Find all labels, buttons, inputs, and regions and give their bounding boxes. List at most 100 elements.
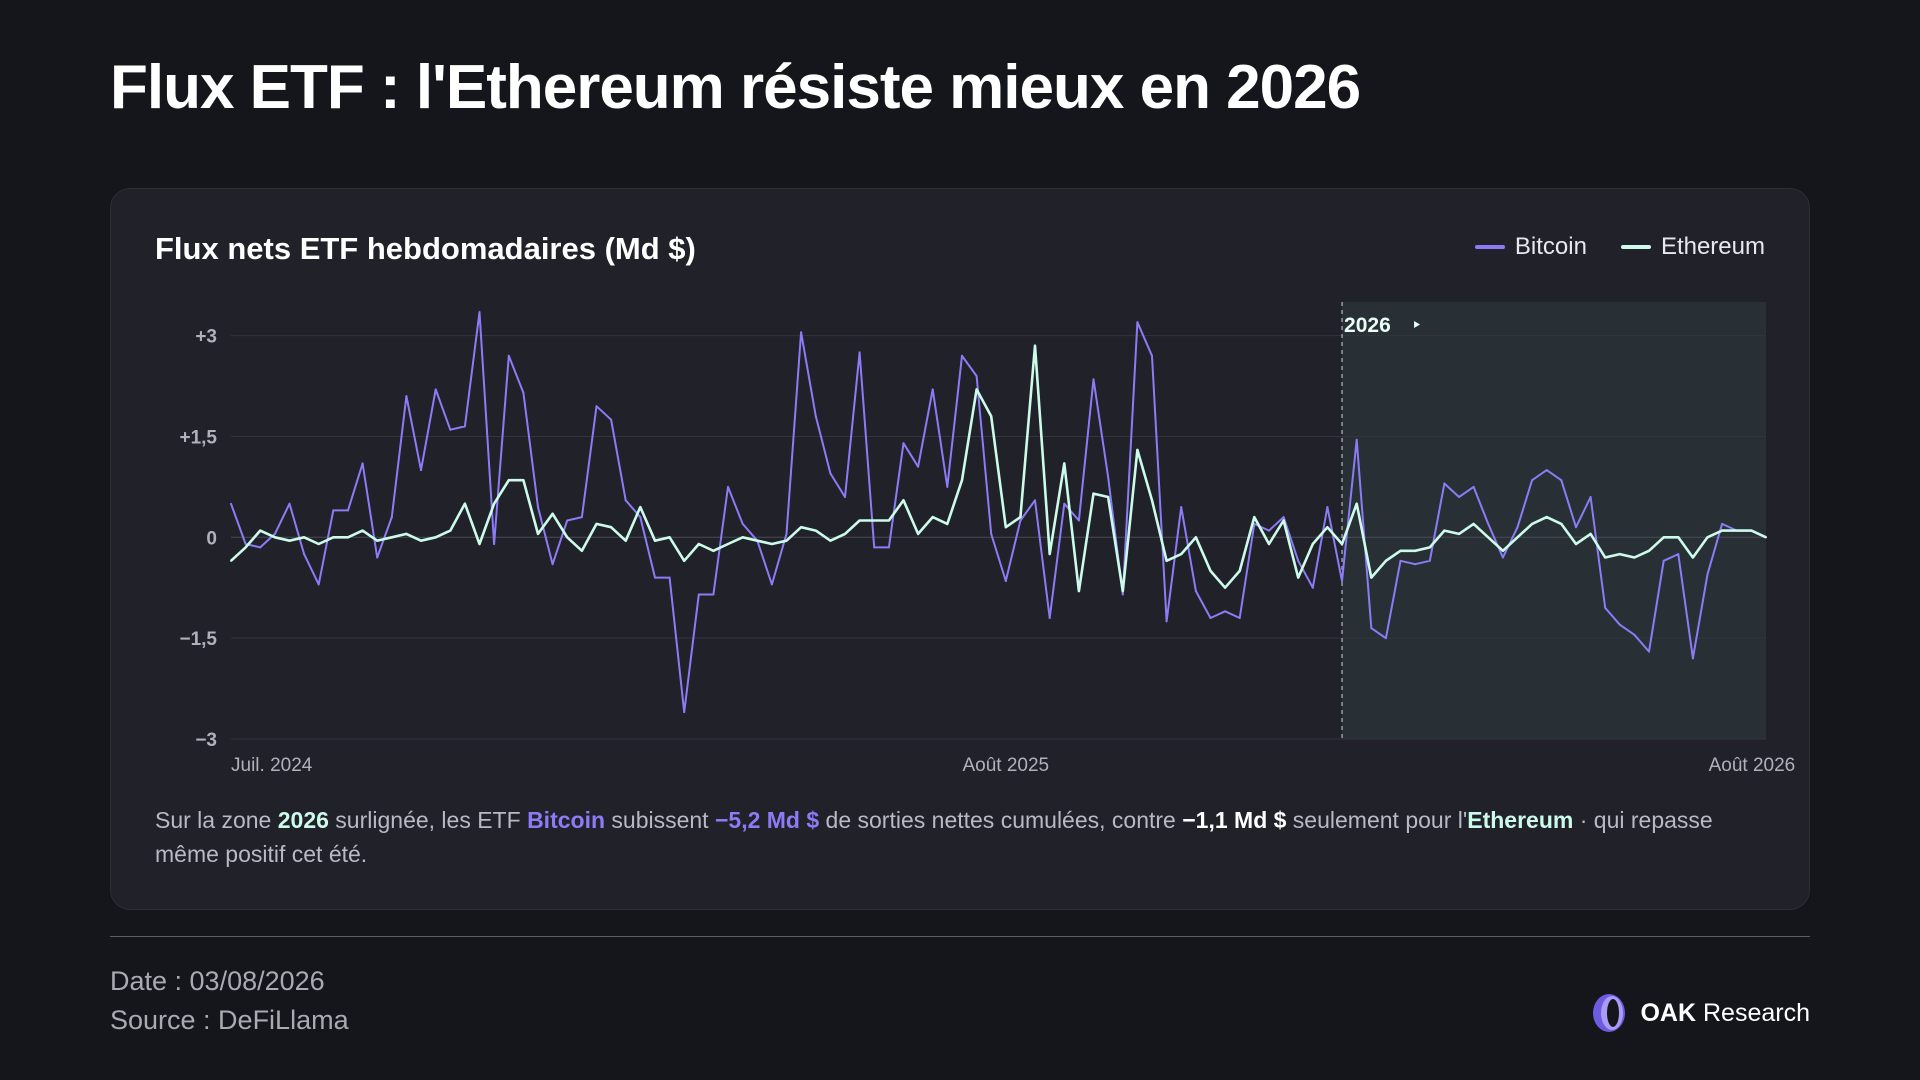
- chart-legend: Bitcoin Ethereum: [1474, 233, 1765, 261]
- data-point-ethereum: [1267, 543, 1270, 546]
- data-point-bitcoin: [1077, 519, 1080, 522]
- data-point-bitcoin: [244, 543, 247, 546]
- data-point-ethereum: [580, 549, 583, 552]
- data-point-ethereum: [1516, 536, 1519, 539]
- data-point-ethereum: [230, 559, 232, 562]
- data-point-bitcoin: [595, 405, 598, 408]
- data-point-ethereum: [873, 519, 876, 522]
- data-point-ethereum: [1063, 462, 1066, 465]
- data-point-ethereum: [1355, 502, 1358, 505]
- data-point-bitcoin: [1516, 526, 1519, 529]
- data-point-ethereum: [1180, 553, 1183, 556]
- data-point-bitcoin: [1092, 378, 1095, 381]
- brand-name-rest: Research: [1696, 998, 1810, 1027]
- data-point-bitcoin: [259, 546, 262, 549]
- data-point-bitcoin: [1151, 354, 1153, 357]
- caption-text-2: surlignée, les ETF: [328, 807, 528, 833]
- data-point-ethereum: [1341, 543, 1344, 546]
- data-point-ethereum: [1633, 556, 1636, 559]
- data-point-ethereum: [785, 539, 788, 542]
- data-point-ethereum: [551, 512, 554, 515]
- data-point-bitcoin: [931, 388, 934, 391]
- data-point-ethereum: [595, 522, 598, 525]
- data-point-ethereum: [1253, 516, 1256, 519]
- data-point-bitcoin: [697, 593, 700, 596]
- data-point-bitcoin: [1414, 563, 1417, 566]
- data-point-bitcoin: [1677, 553, 1680, 556]
- data-point-ethereum: [273, 536, 276, 539]
- data-point-ethereum: [1604, 556, 1607, 559]
- data-point-bitcoin: [683, 711, 686, 714]
- data-point-bitcoin: [1589, 495, 1592, 498]
- data-point-ethereum: [990, 415, 993, 418]
- data-point-ethereum: [1618, 553, 1621, 556]
- data-point-bitcoin: [887, 546, 890, 549]
- legend-item-ethereum: Ethereum: [1620, 233, 1765, 261]
- data-point-bitcoin: [1618, 623, 1621, 626]
- data-point-ethereum: [1282, 519, 1285, 522]
- data-point-bitcoin: [610, 418, 613, 421]
- data-point-ethereum: [1136, 448, 1139, 451]
- data-point-bitcoin: [1487, 522, 1490, 525]
- legend-label-ethereum: Ethereum: [1660, 233, 1765, 260]
- data-point-ethereum: [960, 479, 963, 482]
- data-point-bitcoin: [975, 374, 978, 377]
- data-point-ethereum: [1034, 344, 1037, 347]
- data-point-ethereum: [420, 539, 423, 542]
- data-point-bitcoin: [1648, 650, 1651, 653]
- data-point-ethereum: [712, 549, 715, 552]
- caption-highlight-bitcoin: Bitcoin: [527, 807, 606, 833]
- data-point-ethereum: [493, 502, 496, 505]
- data-point-ethereum: [346, 536, 349, 539]
- data-point-bitcoin: [960, 354, 963, 357]
- data-point-ethereum: [1004, 526, 1007, 529]
- y-tick-label: −1,5: [179, 629, 217, 650]
- footer-source: Source : DeFiLlama: [110, 1005, 349, 1035]
- data-point-bitcoin: [376, 556, 379, 559]
- data-point-ethereum: [1501, 549, 1504, 552]
- data-point-bitcoin: [1238, 616, 1241, 619]
- data-point-bitcoin: [1136, 321, 1139, 324]
- data-point-bitcoin: [1121, 593, 1124, 596]
- data-point-ethereum: [697, 543, 700, 546]
- caption-highlight-ethereum: Ethereum: [1467, 807, 1574, 833]
- caption-highlight-eth-flow: −1,1 Md $: [1182, 807, 1287, 833]
- data-point-ethereum: [653, 539, 656, 542]
- data-point-bitcoin: [829, 472, 832, 475]
- data-point-bitcoin: [653, 576, 656, 579]
- data-point-ethereum: [1487, 536, 1490, 539]
- brand-name: OAK Research: [1640, 999, 1810, 1028]
- data-point-ethereum: [727, 543, 730, 546]
- data-point-bitcoin: [1458, 495, 1460, 498]
- data-point-bitcoin: [1282, 516, 1285, 519]
- data-point-ethereum: [770, 543, 773, 546]
- data-point-ethereum: [610, 526, 613, 529]
- data-point-bitcoin: [902, 442, 905, 445]
- data-point-bitcoin: [1267, 529, 1270, 532]
- data-point-ethereum: [1414, 549, 1417, 552]
- data-point-bitcoin: [1165, 620, 1168, 623]
- data-point-ethereum: [1750, 529, 1753, 532]
- data-point-bitcoin: [1224, 610, 1227, 613]
- data-point-ethereum: [1224, 586, 1227, 589]
- data-point-ethereum: [376, 539, 379, 542]
- line-chart: +3 +1,5 0 −1,5 −3 Juil. 2024 Août 2025 Août 202…: [179, 302, 1795, 776]
- data-point-bitcoin: [1180, 506, 1183, 509]
- data-point-ethereum: [917, 532, 920, 535]
- data-point-bitcoin: [1604, 606, 1607, 609]
- data-point-ethereum: [449, 529, 452, 532]
- highlight-arrow-icon: [1414, 321, 1421, 328]
- data-point-bitcoin: [1019, 519, 1022, 522]
- data-point-bitcoin: [1341, 580, 1344, 583]
- data-point-ethereum: [1574, 543, 1577, 546]
- data-point-ethereum: [902, 499, 905, 502]
- data-point-ethereum: [1326, 526, 1329, 529]
- data-point-bitcoin: [230, 502, 232, 505]
- data-point-ethereum: [1297, 576, 1300, 579]
- data-point-ethereum: [1428, 546, 1431, 549]
- data-point-ethereum: [1691, 556, 1694, 559]
- data-point-ethereum: [244, 546, 247, 549]
- data-point-ethereum: [1662, 536, 1665, 539]
- x-tick-label: Août 2025: [962, 755, 1049, 776]
- data-point-bitcoin: [1531, 479, 1534, 482]
